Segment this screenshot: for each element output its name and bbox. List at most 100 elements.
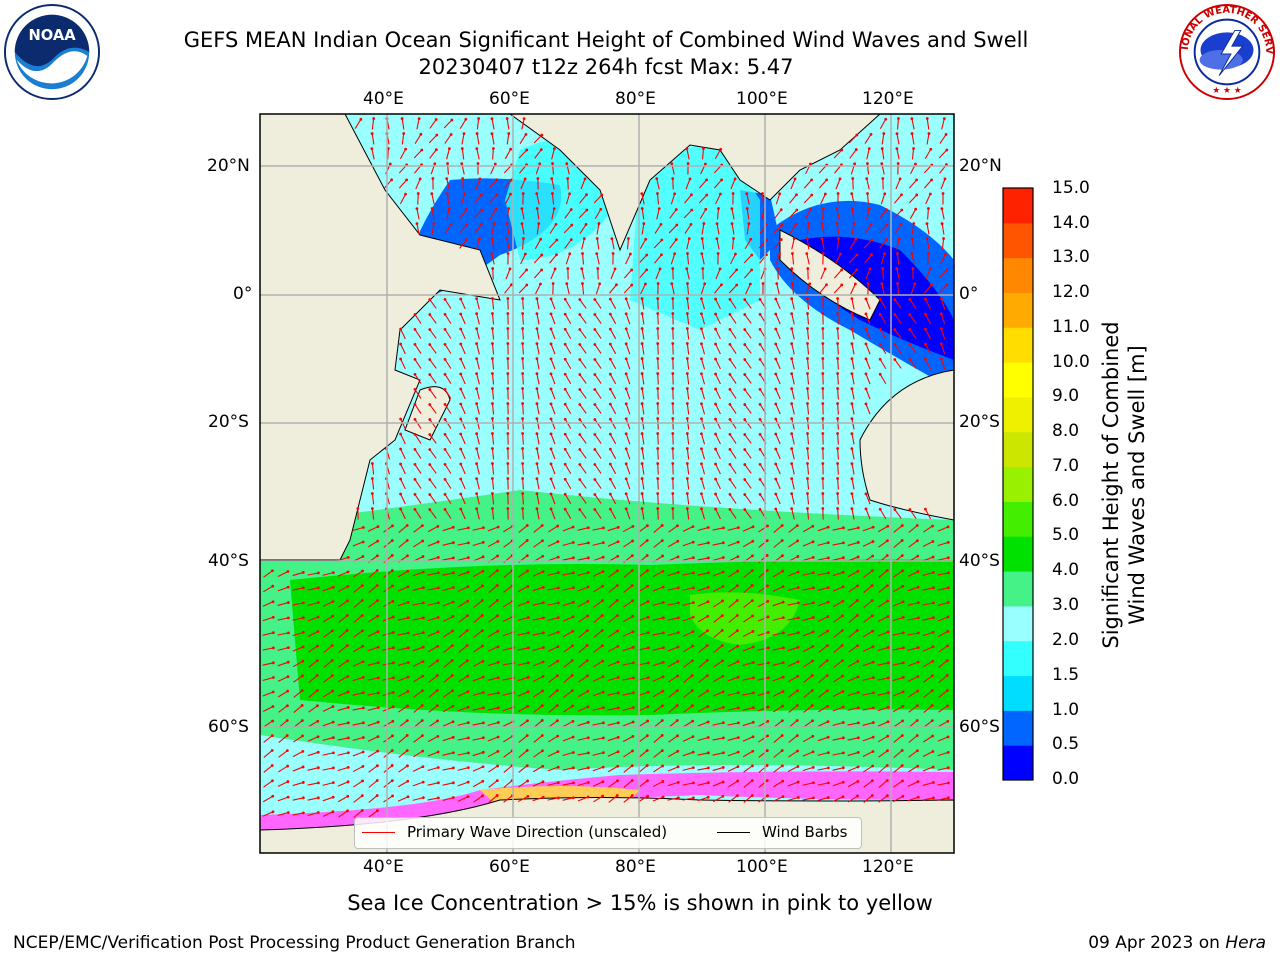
wave-direction-arrow — [322, 767, 334, 771]
wave-direction-arrow — [865, 298, 871, 310]
wave-arrow-head — [660, 253, 663, 257]
wave-direction-arrow — [444, 374, 452, 384]
wave-direction-arrow — [623, 269, 633, 279]
wave-direction-arrow — [532, 586, 544, 592]
wave-direction-arrow — [400, 343, 406, 355]
wave-direction-arrow — [937, 587, 949, 591]
wave-direction-arrow — [772, 647, 784, 651]
wave-direction-arrow — [609, 358, 617, 370]
wave-arrow-head — [700, 312, 703, 316]
wave-direction-arrow — [566, 283, 570, 295]
wave-direction-arrow — [806, 343, 810, 355]
wave-direction-arrow — [817, 557, 829, 561]
wave-direction-arrow — [806, 253, 810, 265]
wave-direction-arrow — [427, 541, 439, 547]
wave-direction-arrow — [835, 253, 841, 265]
wave-arrow-head — [774, 297, 778, 301]
wave-direction-arrow — [837, 418, 839, 430]
wave-direction-arrow — [353, 795, 363, 803]
wave-direction-arrow — [625, 508, 631, 520]
wave-direction-arrow — [536, 358, 540, 370]
wave-arrow-head — [850, 192, 854, 196]
wave-arrow-head — [645, 268, 649, 272]
wave-arrow-head — [916, 675, 920, 678]
wave-direction-arrow — [472, 737, 484, 741]
wave-arrow-head — [316, 781, 320, 785]
wave-direction-arrow — [623, 540, 633, 548]
wave-arrow-head — [721, 780, 725, 784]
wave-arrow-head — [721, 556, 725, 559]
wave-direction-arrow — [476, 298, 480, 310]
wave-arrow-head — [656, 192, 659, 195]
wave-arrow-head — [850, 207, 854, 210]
wave-direction-arrow — [611, 238, 615, 250]
wave-direction-arrow — [594, 419, 602, 429]
wave-arrow-head — [436, 735, 440, 738]
wave-arrow-head — [916, 780, 920, 784]
wave-arrow-head — [631, 676, 635, 680]
wave-arrow-head — [735, 283, 739, 287]
wave-arrow-head — [836, 417, 840, 420]
wave-arrow-head — [640, 447, 644, 450]
wave-direction-arrow — [625, 298, 631, 310]
wave-direction-arrow — [641, 388, 645, 400]
wave-direction-arrow — [743, 585, 753, 593]
wave-direction-arrow — [429, 464, 437, 474]
wave-arrow-head — [721, 585, 725, 588]
wave-direction-arrow — [712, 722, 724, 726]
wave-arrow-head — [749, 237, 753, 241]
wave-arrow-head — [765, 554, 769, 557]
wave-direction-arrow — [787, 632, 799, 636]
wave-direction-arrow — [367, 692, 379, 696]
wave-direction-arrow — [476, 448, 480, 460]
wave-direction-arrow — [337, 706, 349, 712]
wave-arrow-head — [779, 238, 783, 241]
wave-direction-arrow — [414, 329, 422, 339]
wave-arrow-head — [946, 704, 949, 708]
wave-arrow-head — [466, 541, 470, 545]
wave-direction-arrow — [877, 735, 889, 743]
wave-arrow-head — [535, 507, 539, 511]
wave-direction-arrow — [625, 343, 631, 355]
wave-direction-arrow — [625, 253, 631, 265]
wave-direction-arrow — [547, 797, 559, 801]
wave-direction-arrow — [536, 403, 540, 415]
wave-arrow-head — [700, 327, 703, 331]
wave-direction-arrow — [909, 329, 917, 339]
wave-direction-arrow — [367, 631, 379, 637]
wave-arrow-head — [593, 418, 597, 421]
wave-arrow-head — [811, 524, 815, 528]
wave-direction-arrow — [698, 645, 708, 653]
wave-direction-arrow — [837, 388, 839, 400]
wave-arrow-head — [751, 645, 755, 649]
wave-arrow-head — [475, 447, 479, 451]
wave-direction-arrow — [682, 767, 694, 771]
wave-direction-arrow — [488, 600, 498, 608]
x-tick-bottom-60e: 60°E — [489, 857, 530, 877]
wave-arrow-head — [495, 569, 499, 573]
wave-arrow-head — [923, 312, 927, 316]
wave-direction-arrow — [431, 208, 435, 220]
wave-direction-arrow — [277, 647, 289, 651]
wave-direction-arrow — [502, 647, 514, 651]
wave-arrow-head — [836, 372, 840, 375]
wave-arrow-head — [630, 268, 634, 272]
wave-direction-arrow — [472, 722, 484, 726]
y-tick-left-0: 0° — [233, 284, 253, 304]
wave-direction-arrow — [522, 418, 524, 430]
wave-direction-arrow — [594, 329, 602, 339]
wave-direction-arrow — [791, 403, 795, 415]
wave-arrow-head — [870, 584, 874, 587]
wave-direction-arrow — [806, 388, 810, 400]
wave-direction-arrow — [669, 239, 677, 249]
wave-direction-arrow — [686, 283, 690, 295]
wave-direction-arrow — [473, 209, 483, 219]
wave-direction-arrow — [367, 736, 379, 742]
wave-arrow-head — [714, 402, 717, 406]
wave-direction-arrow — [458, 224, 468, 234]
wave-direction-arrow — [608, 570, 618, 578]
colorbar-segment — [1003, 605, 1033, 642]
wave-arrow-head — [301, 674, 304, 678]
wave-direction-arrow — [701, 238, 705, 250]
wave-direction-arrow — [716, 238, 720, 250]
